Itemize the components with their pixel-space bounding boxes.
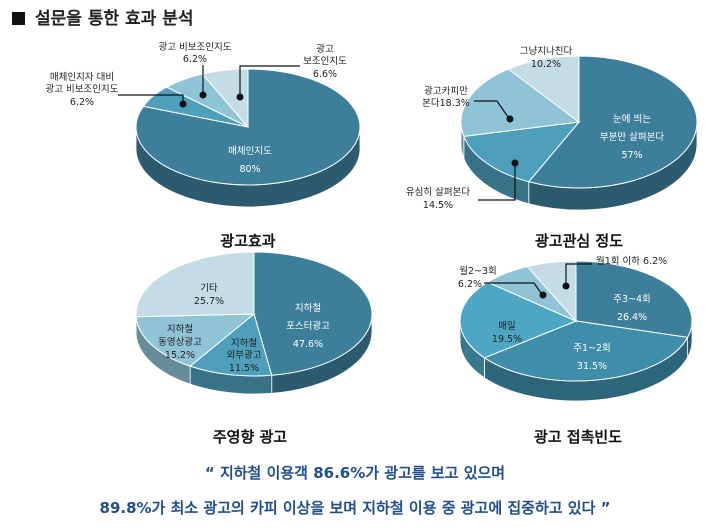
- pie0-label-1b: 광고 비보조인지도: [46, 83, 119, 95]
- pie2-value-3: 25.7%: [194, 296, 224, 307]
- pie3-caption: 광고 접촉빈도: [534, 428, 622, 446]
- pie2-label-3: 기타: [200, 283, 218, 294]
- pie1-label-2a: 광고카피만: [424, 85, 468, 97]
- pie3-slice-0: [575, 260, 693, 338]
- pie1-label-0a: 눈에 띄는: [613, 114, 651, 125]
- pie2-caption: 주영향 광고: [213, 428, 287, 446]
- page-title: 설문을 통한 효과 분석: [12, 4, 194, 29]
- pie3-label-3: 월2~3회: [459, 265, 497, 277]
- pie3-label-2: 매일: [498, 321, 515, 332]
- quote-line-2: 89.8%가 최소 광고의 카피 이상을 보며 지하철 이용 중 광고에 집중하…: [99, 499, 611, 517]
- quote-line-1: “ 지하철 이용객 86.6%가 광고를 보고 있으며: [204, 464, 506, 482]
- pie-chart-ad-effect: 매체인지도 80% 매체인지자 대비 광고 비보조인지도 6.2% 광고 비보조…: [46, 41, 361, 250]
- pie3-label-4: 월1회 이하 6.2%: [596, 255, 667, 267]
- pie2-value-0: 47.6%: [293, 339, 323, 350]
- pie1-slice-1: [463, 121, 581, 183]
- pie1-label-0b: 부분만 살펴본다: [600, 132, 664, 143]
- pie3-dot-4: [562, 282, 570, 290]
- pie0-label-3a: 광고: [316, 43, 334, 55]
- pie3-leader-3: [484, 282, 542, 294]
- pie1-value-0: 57%: [621, 150, 642, 161]
- pie1-label-3: 그냥지나친다: [520, 46, 573, 57]
- pie2-label-1b: 외부광고: [227, 349, 262, 361]
- pie0-value-3: 6.6%: [313, 69, 337, 80]
- pie2-slices: [135, 251, 373, 395]
- pie0-caption: 광고효과: [220, 232, 275, 250]
- pie3-value-1: 31.5%: [577, 361, 607, 372]
- page-title-text: 설문을 통한 효과 분석: [35, 9, 194, 29]
- pie2-label-2b: 동영상광고: [158, 336, 202, 348]
- pie0-leader-3: [239, 65, 300, 94]
- pie1-leader-1: [478, 166, 516, 201]
- pie2-slice-2: [135, 313, 256, 367]
- pie3-label-0: 주3~4회: [613, 294, 651, 305]
- pie2-label-1a: 지하철: [231, 337, 257, 349]
- pie1-dot-2: [506, 115, 514, 123]
- pie2-label-0b: 포스터광고: [286, 320, 330, 332]
- pie1-slices: [460, 55, 698, 211]
- pie2-slice-1: [189, 313, 273, 377]
- pie0-value-2: 6.2%: [183, 54, 207, 65]
- pie-chart-ad-interest: 눈에 띄는 부분만 살펴본다 57% 유심히 살펴본다 14.5% 광고카피만 …: [406, 46, 698, 250]
- pie0-label-1a: 매체인지자 대비: [50, 72, 114, 83]
- pie0-dot-1: [179, 100, 187, 108]
- pie3-slice-1: [483, 320, 689, 382]
- pie3-dot-3: [539, 291, 547, 299]
- pie0-dot-3: [236, 93, 244, 101]
- pie3-slice-4: [526, 260, 577, 323]
- pie0-value-1: 6.2%: [70, 97, 94, 108]
- pie3-label-1: 주1~2회: [573, 343, 611, 354]
- pie1-slice-0: [527, 55, 698, 189]
- pie3-slices: [459, 260, 693, 402]
- pie2-value-1: 11.5%: [229, 363, 259, 374]
- pie1-leader-2: [474, 100, 509, 118]
- pie1-slice-3: [507, 55, 580, 123]
- pie0-dot-2: [199, 91, 207, 99]
- pie1-dot-1: [511, 159, 519, 167]
- pie0-label-3b: 보조인지도: [303, 56, 347, 67]
- pie0-label-0: 매체인지도: [228, 146, 272, 157]
- pie2-slice-0: [253, 251, 373, 376]
- pie0-value-0: 80%: [239, 164, 260, 175]
- pie3-leader-4: [565, 263, 592, 283]
- pie1-caption: 광고관심 정도: [535, 232, 623, 250]
- pie1-value-3: 10.2%: [531, 59, 561, 70]
- pie0-slices: [135, 68, 361, 208]
- pie-chart-contact-frequency: 주3~4회 26.4% 주1~2회 31.5% 매일 19.5% 월2~3회 6…: [458, 255, 693, 446]
- pie2-label-2a: 지하철: [167, 323, 193, 335]
- pie3-value-0: 26.4%: [617, 312, 647, 323]
- pie1-slice-2: [460, 68, 581, 137]
- pie3-slice-2: [459, 281, 578, 359]
- pie1-label-2b: 본다18.3%: [422, 98, 470, 109]
- square-bullet-icon: [12, 12, 25, 25]
- pie3-value-3: 6.2%: [458, 279, 482, 290]
- pie2-slice-3: [135, 251, 255, 318]
- pie1-value-1: 14.5%: [423, 200, 453, 211]
- pie0-label-2: 광고 비보조인지도: [159, 41, 232, 53]
- pie2-value-2: 15.2%: [165, 350, 195, 361]
- pie2-label-0a: 지하철: [295, 302, 321, 314]
- pie1-label-1: 유심히 살펴본다: [406, 187, 470, 198]
- pie3-value-2: 19.5%: [492, 334, 522, 345]
- pie0-leader-1: [118, 94, 184, 103]
- pie-chart-main-influence: 지하철 포스터광고 47.6% 지하철 외부광고 11.5% 지하철 동영상광고…: [135, 251, 373, 446]
